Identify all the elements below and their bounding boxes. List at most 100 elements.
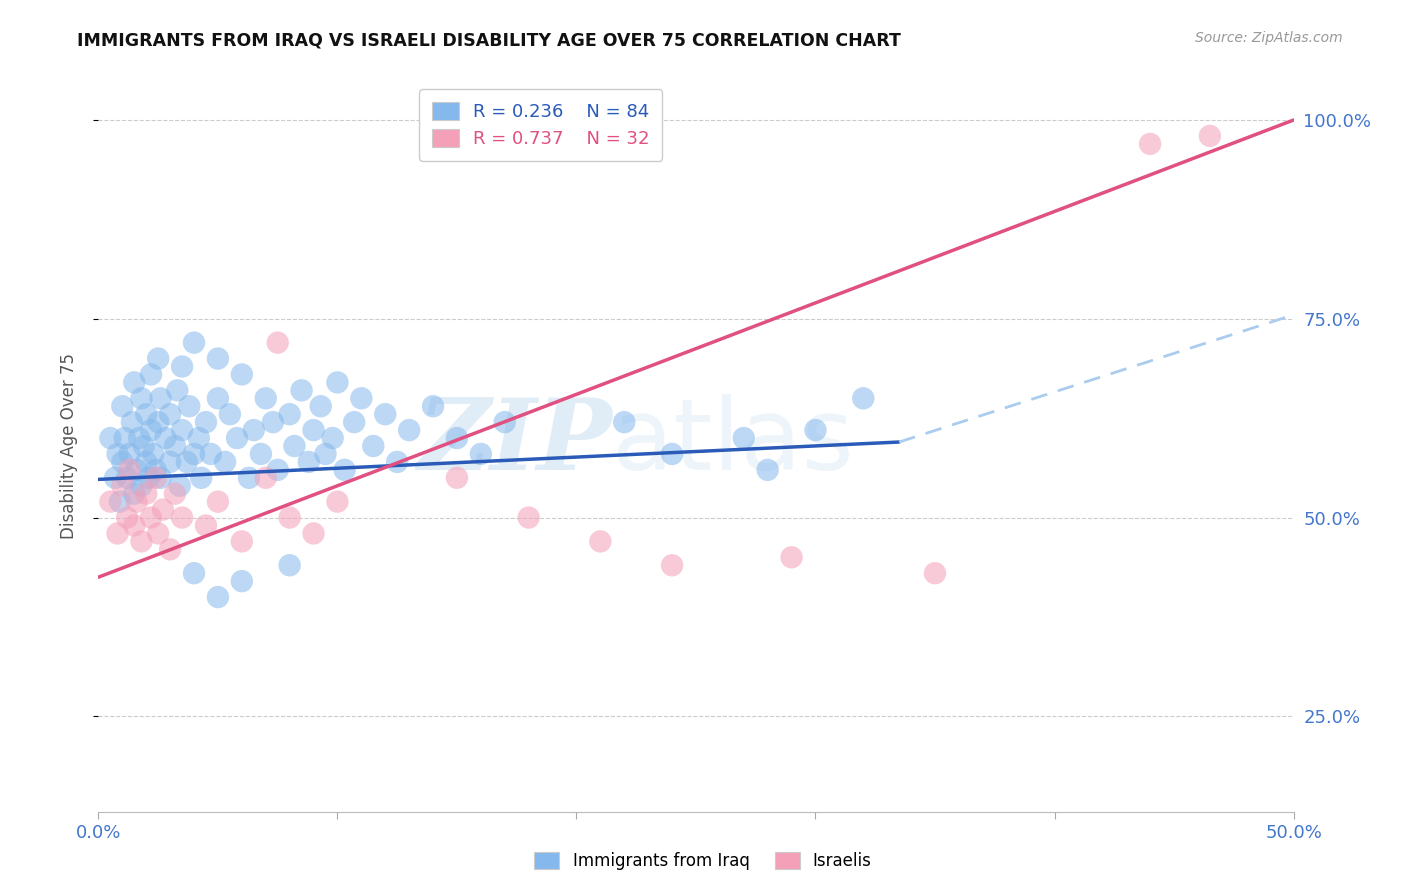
Point <box>302 526 325 541</box>
Point <box>214 455 236 469</box>
Point <box>132 439 155 453</box>
Point <box>446 471 468 485</box>
Point <box>315 447 337 461</box>
Point <box>804 423 827 437</box>
Point <box>267 463 290 477</box>
Point <box>179 399 201 413</box>
Point <box>385 455 409 469</box>
Point <box>145 471 167 485</box>
Y-axis label: Disability Age Over 75: Disability Age Over 75 <box>59 353 77 539</box>
Point <box>195 518 218 533</box>
Point <box>107 447 129 461</box>
Point <box>254 471 277 485</box>
Point <box>231 368 253 382</box>
Text: ZIP: ZIP <box>418 394 613 491</box>
Point <box>149 392 172 406</box>
Point <box>278 510 301 524</box>
Point <box>226 431 249 445</box>
Point <box>494 415 516 429</box>
Point <box>298 455 321 469</box>
Point <box>183 566 205 581</box>
Point <box>176 455 198 469</box>
Point <box>152 502 174 516</box>
Point <box>98 494 122 508</box>
Point <box>190 471 212 485</box>
Point <box>733 431 755 445</box>
Point <box>446 431 468 445</box>
Point <box>108 494 131 508</box>
Point <box>111 479 134 493</box>
Point <box>159 542 181 557</box>
Point <box>219 407 242 421</box>
Point <box>326 494 349 508</box>
Point <box>1139 136 1161 151</box>
Point <box>166 384 188 398</box>
Point <box>243 423 266 437</box>
Point <box>343 415 366 429</box>
Point <box>107 526 129 541</box>
Point <box>238 471 260 485</box>
Legend: R = 0.236    N = 84, R = 0.737    N = 32: R = 0.236 N = 84, R = 0.737 N = 32 <box>419 89 662 161</box>
Text: Source: ZipAtlas.com: Source: ZipAtlas.com <box>1195 31 1343 45</box>
Point <box>114 431 136 445</box>
Point <box>149 471 172 485</box>
Point <box>111 399 134 413</box>
Point <box>124 518 146 533</box>
Point <box>852 392 875 406</box>
Point <box>278 407 301 421</box>
Point <box>589 534 612 549</box>
Point <box>135 407 157 421</box>
Point <box>135 455 157 469</box>
Point <box>207 590 229 604</box>
Point <box>183 447 205 461</box>
Point <box>118 463 141 477</box>
Point <box>422 399 444 413</box>
Point <box>124 376 146 390</box>
Point <box>115 471 138 485</box>
Point <box>131 534 153 549</box>
Point <box>148 526 170 541</box>
Point <box>780 550 803 565</box>
Point <box>207 351 229 366</box>
Point <box>139 423 162 437</box>
Point <box>661 558 683 573</box>
Point <box>172 510 194 524</box>
Point <box>118 447 141 461</box>
Point <box>262 415 284 429</box>
Point <box>278 558 301 573</box>
Point <box>121 415 143 429</box>
Point <box>163 439 186 453</box>
Point <box>333 463 356 477</box>
Point <box>138 471 160 485</box>
Point <box>254 392 277 406</box>
Point <box>302 423 325 437</box>
Point <box>148 415 170 429</box>
Point <box>142 447 165 461</box>
Point <box>322 431 344 445</box>
Point <box>128 431 150 445</box>
Point <box>131 392 153 406</box>
Point <box>470 447 492 461</box>
Point <box>187 431 209 445</box>
Point <box>135 486 157 500</box>
Point <box>231 534 253 549</box>
Point <box>183 335 205 350</box>
Point <box>661 447 683 461</box>
Point <box>326 376 349 390</box>
Point <box>172 423 194 437</box>
Point <box>195 415 218 429</box>
Point <box>131 479 153 493</box>
Point <box>139 368 162 382</box>
Text: atlas: atlas <box>613 394 853 491</box>
Point <box>613 415 636 429</box>
Point <box>159 407 181 421</box>
Point <box>207 392 229 406</box>
Point <box>145 463 167 477</box>
Point <box>155 431 177 445</box>
Point <box>374 407 396 421</box>
Point <box>111 455 134 469</box>
Point <box>231 574 253 589</box>
Point <box>250 447 273 461</box>
Point <box>517 510 540 524</box>
Point <box>172 359 194 374</box>
